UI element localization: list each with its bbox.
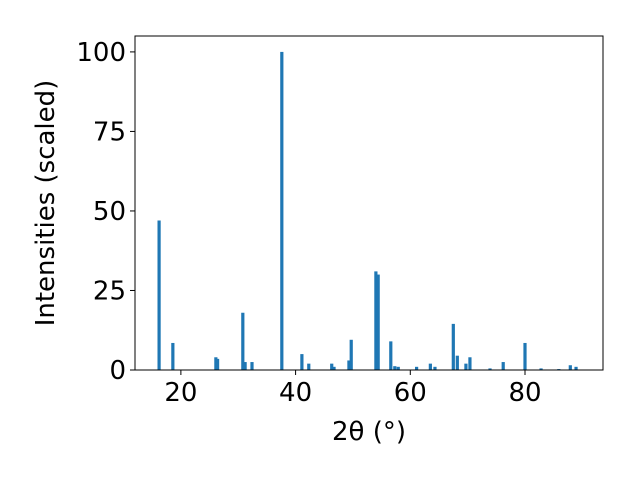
bar [280,51,284,371]
bar [215,358,220,370]
bar [396,366,400,370]
y-tick-label: 100 [76,38,126,68]
bar [347,360,351,370]
bar [157,220,161,370]
bar [464,363,468,370]
y-axis-label: Intensities (scaled) [31,80,61,327]
bar [415,366,419,370]
bar [376,274,380,370]
bar [393,366,397,370]
bar [300,354,304,370]
bar [488,368,492,370]
bar [451,323,455,370]
bar [214,357,218,370]
bar [171,342,175,370]
bar [455,355,459,370]
bar [307,363,311,370]
bar [539,368,543,370]
x-axis-label: 2θ (°) [332,417,406,447]
y-tick-label: 25 [93,276,126,306]
bar [501,362,505,370]
x-tick-label: 60 [394,378,427,408]
y-tick-label: 0 [109,356,126,386]
bar [574,366,578,370]
bar [374,271,378,370]
bar [523,342,527,370]
bar [243,362,247,370]
x-tick-label: 80 [508,378,541,408]
y-tick-label: 50 [93,197,126,227]
bar [330,363,334,370]
plot-frame [134,35,604,371]
bar [349,339,353,370]
bar [468,357,472,370]
bar [568,365,572,370]
x-tick-label: 40 [279,378,312,408]
bar [241,312,245,370]
bar [332,366,336,370]
bar [250,362,254,370]
y-tick-label: 75 [93,117,126,147]
bar [433,366,437,370]
x-tick-label: 20 [164,378,197,408]
bar [428,363,432,370]
bar [389,341,393,370]
